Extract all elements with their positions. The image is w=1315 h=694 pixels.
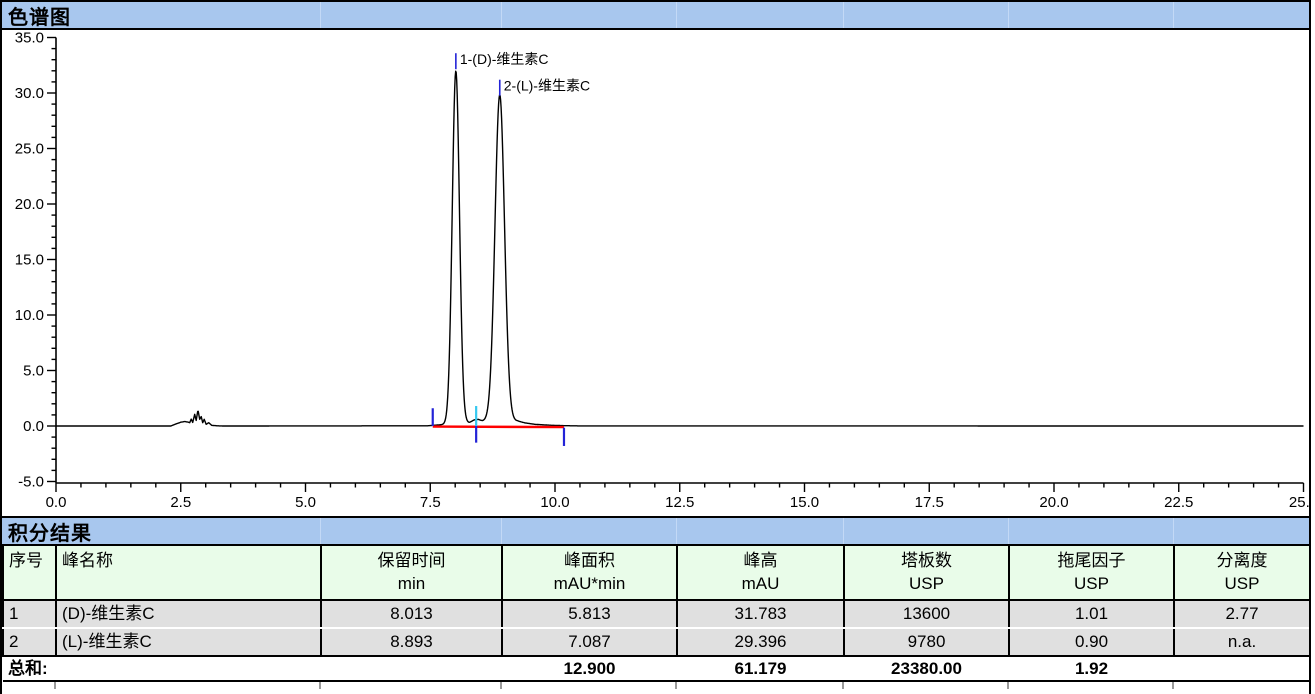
sum-tailing-factor: 1.92 (1009, 655, 1174, 682)
col-header-peak-name: 峰名称 (55, 546, 322, 601)
header-column-separator (843, 518, 844, 544)
header-column-separator (1008, 2, 1009, 28)
header-column-separator (320, 518, 321, 544)
col-header-tailing-factor: 拖尾因子 USP (1008, 546, 1175, 601)
x-axis-tick-label: 0.0 (46, 494, 67, 511)
header-column-separator (676, 518, 677, 544)
cell-peak-height: 31.783 (676, 600, 845, 629)
y-axis-tick-label: 5.0 (23, 363, 44, 380)
table-header-row: 序号 峰名称 保留时间 min 峰面积 mAU*min 峰高 mAU (2, 546, 1309, 601)
sum-peak-area: 12.900 (502, 655, 677, 682)
chromatogram-chart-area: -5.0 0.0 5.0 10.0 15.0 20.0 25.0 30.0 35.0 0.0 2.5… (2, 30, 1309, 516)
y-axis-tick-label: 30.0 (15, 85, 44, 102)
column-separator (1007, 682, 1009, 689)
chromatogram-panel-header: 色谱图 (2, 2, 1309, 30)
cell-peak-name: (L)-维生素C (55, 628, 322, 656)
header-column-separator (501, 518, 502, 544)
cell-plates: 9780 (843, 628, 1010, 656)
sum-retention-time (321, 655, 502, 682)
chromatogram-panel-title: 色谱图 (8, 6, 71, 29)
table-row-peak-2[interactable]: 2 (L)-维生素C 8.893 7.087 29.396 9780 0.90 … (2, 628, 1309, 656)
x-axis-tick-label: 2.5 (170, 494, 191, 511)
column-separator (319, 682, 321, 689)
chromatogram-plot[interactable]: -5.00.05.010.015.020.025.030.035.00.0 2.5… (2, 30, 1309, 516)
sum-label: 总和: (3, 655, 321, 682)
cell-tailing-factor: 0.90 (1008, 628, 1175, 656)
sum-plates: 23380.00 (844, 655, 1009, 682)
cell-peak-height: 29.396 (676, 628, 845, 656)
y-axis-tick-label: 25.0 (15, 141, 44, 158)
column-separator (500, 682, 502, 689)
col-header-plates: 塔板数 USP (843, 546, 1010, 601)
cell-number: 1 (2, 600, 57, 629)
y-axis-tick-label: -5.0 (18, 474, 44, 491)
header-column-separator (1173, 2, 1174, 28)
column-separator (54, 682, 56, 689)
col-header-peak-area: 峰面积 mAU*min (501, 546, 678, 601)
cell-resolution: 2.77 (1173, 600, 1309, 629)
y-axis-tick-label: 10.0 (15, 307, 44, 324)
cell-peak-area: 7.087 (501, 628, 678, 656)
partial-next-row (2, 682, 1309, 689)
header-column-separator (1173, 518, 1174, 544)
chromatogram-trace (55, 70, 1304, 427)
sum-resolution (1174, 655, 1309, 682)
column-separator (1172, 682, 1174, 689)
x-axis-tick-label: 5.0 (295, 494, 316, 511)
y-axis-tick-label: 0.0 (23, 418, 44, 435)
peak-label: 1-(D)-维生素C (460, 51, 549, 67)
cell-tailing-factor: 1.01 (1008, 600, 1175, 629)
integration-results-panel-header: 积分结果 (2, 516, 1309, 546)
y-axis-tick-label: 35.0 (15, 30, 44, 47)
header-column-separator (501, 2, 502, 28)
x-axis-tick-label: 22.5 (1164, 494, 1193, 511)
header-column-separator (1008, 518, 1009, 544)
column-separator (675, 682, 677, 689)
column-separator (842, 682, 844, 689)
x-axis-tick-label: 20.0 (1039, 494, 1068, 511)
col-header-retention-time: 保留时间 min (320, 546, 503, 601)
x-axis-tick-label: 15.0 (790, 494, 819, 511)
cell-peak-area: 5.813 (501, 600, 678, 629)
y-axis-tick-label: 15.0 (15, 252, 44, 269)
col-header-resolution: 分离度 USP (1173, 546, 1309, 601)
table-sum-row: 总和: 12.900 61.179 23380.00 1.92 (3, 655, 1309, 682)
x-axis-tick-label: 10.0 (540, 494, 569, 511)
cell-resolution: n.a. (1173, 628, 1309, 656)
cell-plates: 13600 (843, 600, 1010, 629)
header-column-separator (676, 2, 677, 28)
cell-retention-time: 8.013 (320, 600, 503, 629)
x-axis-tick-label: 25.0 (1289, 494, 1309, 511)
y-axis-tick-label: 20.0 (15, 196, 44, 213)
table-row-peak-1[interactable]: 1 (D)-维生素C 8.013 5.813 31.783 13600 1.01… (2, 600, 1309, 629)
integration-baseline (432, 425, 564, 429)
integration-results-table: 序号 峰名称 保留时间 min 峰面积 mAU*min 峰高 mAU (2, 546, 1309, 682)
header-column-separator (843, 2, 844, 28)
cell-number: 2 (2, 628, 57, 656)
x-axis-tick-label: 17.5 (915, 494, 944, 511)
header-column-separator (320, 2, 321, 28)
integration-results-panel-title: 积分结果 (8, 522, 92, 545)
col-header-peak-height: 峰高 mAU (676, 546, 845, 601)
col-header-number: 序号 (2, 546, 57, 601)
sum-peak-height: 61.179 (677, 655, 844, 682)
cell-retention-time: 8.893 (320, 628, 503, 656)
x-axis-tick-label: 7.5 (420, 494, 441, 511)
cell-peak-name: (D)-维生素C (55, 600, 322, 629)
peak-label: 2-(L)-维生素C (504, 78, 590, 94)
x-axis-tick-label: 12.5 (665, 494, 694, 511)
